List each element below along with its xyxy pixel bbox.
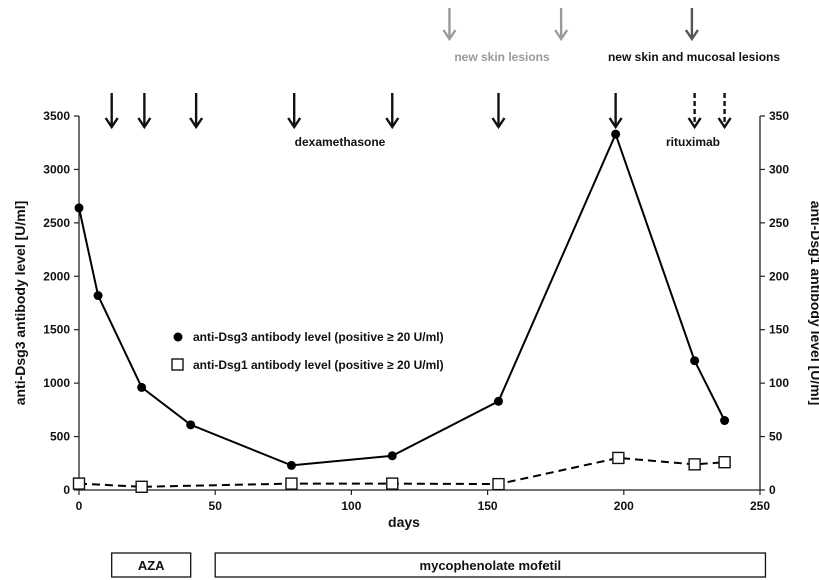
dsg3-data-point	[93, 291, 103, 301]
legend-marker-dsg1	[171, 358, 184, 371]
y-left-tick-label: 2000	[43, 269, 70, 283]
dsg3-data-point	[137, 382, 147, 392]
dexamethasone-arrow-head	[287, 117, 302, 130]
series-line-dsg3	[78, 131, 726, 467]
dsg3-data-point	[611, 129, 621, 139]
legend: anti-Dsg3 antibody level (positive ≥ 20 …	[171, 330, 444, 372]
y-right-tick-label: 300	[769, 162, 789, 176]
y-right-ticks: 0 50 100 150 200 250 300 350	[760, 109, 789, 497]
dsg1-data-point	[612, 451, 625, 465]
x-tick-label: 50	[209, 499, 223, 513]
legend-label-dsg3: anti-Dsg3 antibody level (positive ≥ 20 …	[193, 330, 444, 344]
dsg1-data-point	[386, 477, 399, 490]
dsg1-data-point	[285, 477, 298, 490]
new-skin-mucosal-lesions-label: new skin and mucosal lesions	[608, 50, 780, 64]
dexamethasone-label: dexamethasone	[295, 135, 386, 149]
dsg1-data-point	[72, 477, 86, 490]
x-axis-label: days	[388, 514, 420, 530]
dsg3-data-point	[286, 460, 296, 470]
series-markers	[72, 129, 731, 493]
y-right-tick-label: 250	[769, 216, 789, 230]
x-tick-label: 150	[478, 499, 498, 513]
dsg1-data-point	[718, 456, 731, 469]
new-skin-lesion-arrow-head	[554, 29, 569, 42]
aza-treatment-box	[111, 552, 192, 578]
dexamethasone-arrow-head	[104, 117, 119, 130]
dexamethasone-arrow-head	[189, 117, 204, 130]
y-left-tick-label: 3500	[43, 109, 70, 123]
mycophenolate-treatment-box	[214, 552, 767, 578]
legend-label-dsg1: anti-Dsg1 antibody level (positive ≥ 20 …	[193, 358, 444, 372]
y-right-tick-label: 150	[769, 323, 789, 337]
dsg1-data-point	[135, 480, 148, 493]
dexamethasone-arrow-head	[608, 117, 623, 130]
y-right-tick-label: 350	[769, 109, 789, 123]
aza-treatment-label: AZA	[138, 558, 165, 573]
y-left-tick-label: 2500	[43, 216, 70, 230]
x-ticks: 0 50 100 150 200 250	[76, 490, 770, 513]
series-lines	[78, 131, 726, 488]
dexamethasone-arrow-head	[385, 117, 400, 130]
dsg3-data-point	[186, 420, 196, 430]
dsg3-data-point	[690, 356, 700, 366]
y-left-tick-label: 1500	[43, 323, 70, 337]
y-right-tick-label: 100	[769, 376, 789, 390]
new-skin-lesion-arrow-head	[442, 29, 457, 42]
dexamethasone-arrow-head	[137, 117, 152, 130]
dsg3-data-point	[493, 396, 503, 406]
new-mucosal-lesion-arrow-head	[684, 29, 699, 42]
rituximab-label: rituximab	[666, 135, 720, 149]
top-annotations: new skin lesions new skin and mucosal le…	[454, 50, 780, 64]
x-tick-label: 250	[750, 499, 770, 513]
dexamethasone-arrow-head	[491, 117, 506, 130]
y-right-tick-label: 0	[769, 483, 776, 497]
y-left-tick-label: 1000	[43, 376, 70, 390]
dsg1-data-point	[688, 458, 701, 471]
new-skin-lesions-label: new skin lesions	[454, 50, 550, 64]
dsg3-data-point	[74, 203, 84, 213]
y-left-axis-label: anti-Dsg3 antibody level [U/ml]	[12, 201, 28, 406]
y-left-tick-label: 500	[50, 430, 70, 444]
dsg3-data-point	[720, 416, 730, 426]
y-left-tick-label: 0	[63, 483, 70, 497]
y-right-axis-label: anti-Dsg1 antibody level [U/ml]	[808, 201, 819, 406]
dsg1-data-point	[492, 477, 505, 491]
y-right-tick-label: 200	[769, 269, 789, 283]
legend-marker-dsg3	[173, 332, 183, 342]
rituximab-arrow-head	[717, 117, 732, 130]
rituximab-arrow-head	[687, 117, 702, 130]
y-right-tick-label: 50	[769, 430, 783, 444]
y-left-ticks: 0 500 1000 1500 2000 2500 3000 3500	[43, 109, 79, 497]
x-tick-label: 0	[76, 499, 83, 513]
dsg3-data-point	[387, 451, 397, 461]
series-line-dsg1	[78, 456, 725, 488]
x-tick-label: 100	[341, 499, 361, 513]
treatment-boxes: AZA mycophenolate mofetil	[111, 552, 767, 578]
treatment-arrows	[104, 8, 732, 130]
x-tick-label: 200	[614, 499, 634, 513]
mycophenolate-treatment-label: mycophenolate mofetil	[420, 558, 562, 573]
axes	[78, 116, 761, 491]
y-left-tick-label: 3000	[43, 162, 70, 176]
